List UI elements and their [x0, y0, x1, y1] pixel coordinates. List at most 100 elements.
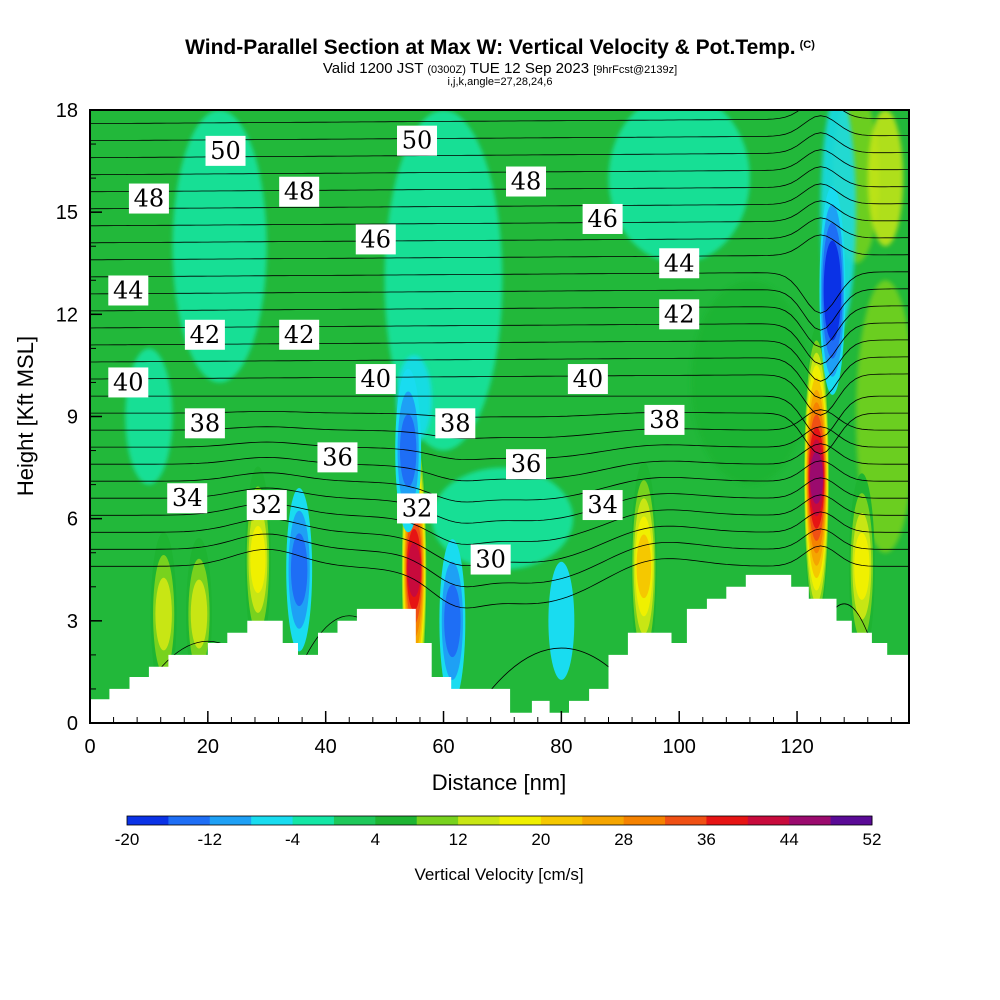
isentrope-line [90, 149, 909, 176]
velocity-patch [172, 110, 267, 383]
grid-indices-line: i,j,k,angle=27,28,24,6 [447, 76, 553, 88]
isentrope-label-text: 38 [440, 409, 471, 437]
isentrope-line [90, 409, 909, 439]
isentrope-line [90, 200, 909, 227]
y-tick-label: 6 [67, 509, 78, 531]
colorbar: -20 -12 -4 4 12 20 28 36 44 52 [115, 815, 882, 849]
isentrope-label: 46 [582, 203, 623, 234]
vertical-velocity-cell [439, 539, 466, 703]
isentrope-label: 42 [659, 299, 700, 330]
isentrope-line [90, 395, 909, 438]
x-tick-label: 60 [432, 736, 454, 758]
y-axis: 0 3 6 9 12 15 18 [56, 100, 102, 735]
isentrope-label-text: 42 [284, 321, 315, 349]
isentrope-line [90, 339, 909, 382]
velocity-patch [690, 280, 809, 485]
isentrope-label: 46 [355, 224, 396, 255]
vertical-velocity-cell [548, 561, 575, 680]
forecast-info: [9hrFcst@2139z] [593, 64, 678, 76]
colorbar-swatch [168, 816, 211, 825]
isentrope-label-text: 38 [649, 406, 680, 434]
isentrope-label: 50 [205, 135, 246, 166]
isentrope-label: 32 [246, 490, 287, 521]
isentrope-label-text: 40 [573, 365, 604, 393]
x-tick-label: 20 [197, 736, 219, 758]
isentrope-line [90, 183, 909, 210]
vertical-velocity-cells [150, 186, 875, 720]
x-tick-label: 80 [550, 736, 572, 758]
x-axis-label: Distance [nm] [432, 770, 567, 795]
isentrope-label: 42 [184, 319, 225, 350]
colorbar-swatch [540, 816, 583, 825]
x-tick-label: 40 [315, 736, 337, 758]
isentrope-label: 34 [582, 490, 623, 521]
colorbar-tick-label: 4 [371, 830, 380, 849]
colorbar-tick-label: 20 [531, 830, 550, 849]
colorbar-swatch [623, 816, 666, 825]
colorbar-swatch [499, 816, 542, 825]
velocity-patch [608, 110, 750, 264]
velocity-level [548, 561, 575, 680]
colorbar-tick-label: 52 [863, 830, 882, 849]
vertical-velocity-cell [630, 461, 657, 671]
colorbar-swatch [830, 816, 873, 825]
isentrope-label: 38 [644, 404, 685, 435]
isentrope-label: 30 [470, 544, 511, 575]
isentrope-label-text: 46 [587, 205, 618, 233]
colorbar-swatch [333, 816, 376, 825]
plot-area: 50 50 48 48 48 46 46 44 44 42 42 42 40 40 40 38 38 38 36 36… [90, 82, 909, 723]
isentrope-line [90, 271, 909, 314]
valid-main: Valid 1200 JST [322, 60, 424, 77]
colorbar-swatch [292, 816, 335, 825]
isentrope-label-text: 46 [360, 225, 391, 253]
vertical-velocity-patches [125, 110, 909, 570]
isentrope-label: 32 [397, 493, 438, 524]
y-tick-label: 9 [67, 407, 78, 429]
colorbar-swatch [582, 816, 625, 825]
colorbar-title: Vertical Velocity [cm/s] [414, 865, 583, 884]
isentrope-line [90, 288, 909, 331]
isentrope-label-text: 48 [134, 185, 165, 213]
vertical-velocity-cell [848, 473, 875, 660]
colorbar-swatch [747, 816, 790, 825]
vertical-velocity-cell [803, 327, 830, 628]
isentrope-line [90, 234, 909, 261]
colorbar-tick-label: 28 [614, 830, 633, 849]
isentrope-label-text: 42 [190, 321, 221, 349]
isentrope-label-text: 30 [475, 546, 506, 574]
isentrope-label-text: 40 [360, 365, 391, 393]
isentrope-label: 48 [279, 176, 320, 207]
isentrope-label: 34 [167, 483, 208, 514]
colorbar-swatch [665, 816, 707, 825]
velocity-level [250, 526, 266, 594]
isentrope-label: 50 [397, 125, 438, 156]
isentrope-label-text: 44 [664, 249, 695, 277]
velocity-level [407, 542, 421, 597]
valid-time-line: Valid 1200 JST (0300Z) TUE 12 Sep 2023 [… [0, 60, 1000, 77]
colorbar-swatch [416, 816, 459, 825]
isentrope-line [90, 82, 909, 107]
velocity-patch [855, 280, 909, 553]
isentrope-label-text: 40 [113, 368, 144, 396]
colorbar-frame [126, 815, 873, 826]
potential-temperature-labels: 50 50 48 48 48 46 46 44 44 42 42 42 40 40 40 38 38 38 36 36… [108, 125, 700, 575]
terrain-mask [90, 574, 909, 723]
isentrope-label-text: 34 [587, 491, 618, 519]
isentrope-label: 40 [355, 364, 396, 395]
colorbar-tick-label: 12 [449, 830, 468, 849]
isentrope-label-text: 36 [322, 443, 353, 471]
isentrope-label: 36 [506, 449, 547, 480]
isentrope-label: 38 [184, 408, 225, 439]
velocity-level [190, 579, 208, 649]
isentrope-line [90, 411, 909, 455]
velocity-level [825, 258, 840, 323]
isentrope-label: 48 [506, 166, 547, 197]
potential-temperature-contours [90, 82, 909, 723]
isentrope-label: 44 [108, 275, 149, 306]
colorbar-tick-label: -12 [197, 830, 222, 849]
y-tick-label: 15 [56, 202, 78, 224]
colorbar-swatch [458, 816, 500, 825]
colorbar-tick-label: -4 [285, 830, 300, 849]
isentrope-label: 36 [317, 442, 358, 473]
